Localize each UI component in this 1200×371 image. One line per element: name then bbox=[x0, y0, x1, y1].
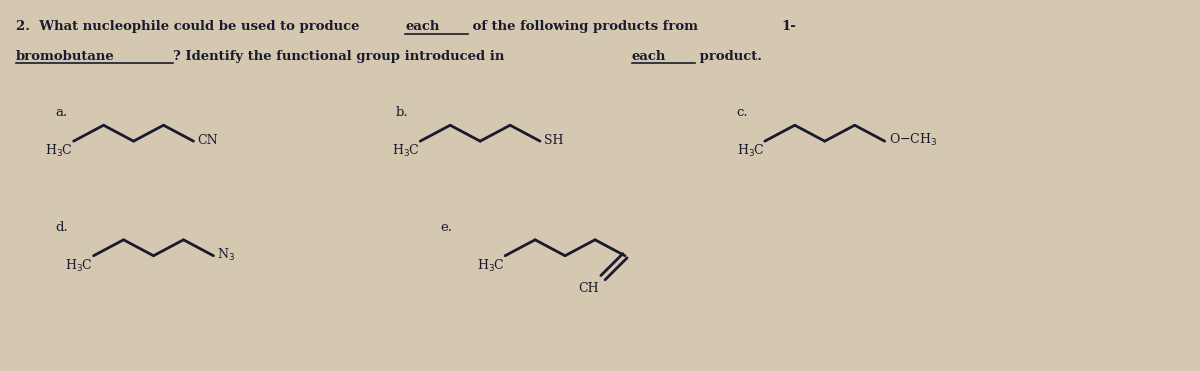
Text: H$_3$C: H$_3$C bbox=[737, 143, 764, 159]
Text: product.: product. bbox=[695, 49, 762, 62]
Text: d.: d. bbox=[55, 221, 68, 234]
Text: H$_3$C: H$_3$C bbox=[44, 143, 73, 159]
Text: of the following products from: of the following products from bbox=[468, 20, 703, 33]
Text: H$_3$C: H$_3$C bbox=[478, 257, 505, 274]
Text: O$-$CH$_3$: O$-$CH$_3$ bbox=[889, 132, 937, 148]
Text: H$_3$C: H$_3$C bbox=[65, 257, 92, 274]
Text: 2.  What nucleophile could be used to produce: 2. What nucleophile could be used to pro… bbox=[16, 20, 364, 33]
Text: CH: CH bbox=[578, 282, 599, 295]
Text: a.: a. bbox=[55, 106, 68, 119]
Text: SH: SH bbox=[544, 134, 564, 147]
Text: each: each bbox=[632, 49, 666, 62]
Text: CN: CN bbox=[198, 134, 218, 147]
Text: b.: b. bbox=[395, 106, 408, 119]
Text: 1-: 1- bbox=[781, 20, 797, 33]
Text: N$_3$: N$_3$ bbox=[217, 247, 235, 263]
Text: each: each bbox=[406, 20, 439, 33]
Text: c.: c. bbox=[737, 106, 749, 119]
Text: ? Identify the functional group introduced in: ? Identify the functional group introduc… bbox=[174, 49, 510, 62]
Text: e.: e. bbox=[440, 221, 452, 234]
Text: H$_3$C: H$_3$C bbox=[392, 143, 420, 159]
Text: bromobutane: bromobutane bbox=[16, 49, 114, 62]
